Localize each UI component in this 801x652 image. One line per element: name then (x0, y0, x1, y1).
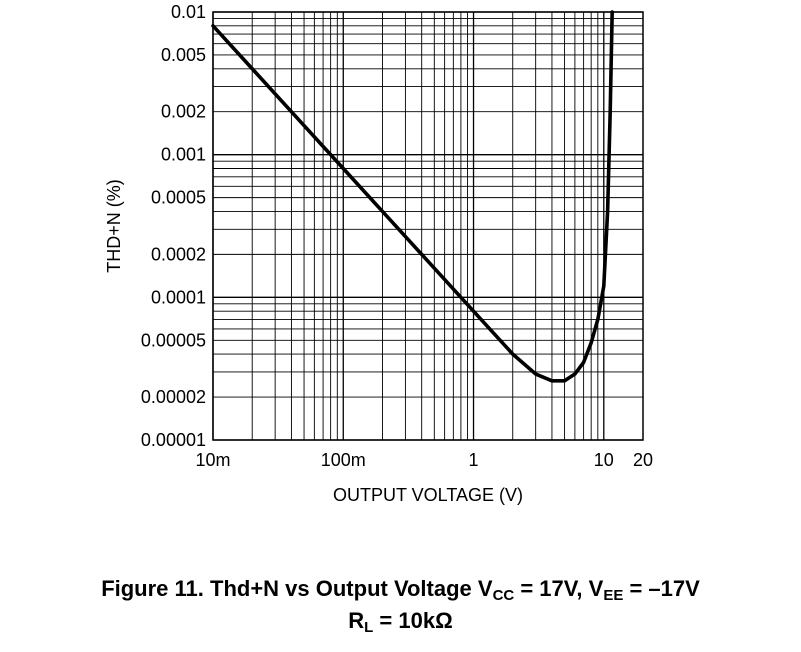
y-tick-label: 0.00005 (141, 330, 206, 350)
y-tick-label: 0.0005 (151, 188, 206, 208)
caption-line2-suffix: = 10kΩ (373, 608, 453, 633)
y-tick-label: 0.0001 (151, 287, 206, 307)
y-tick-label: 0.0002 (151, 244, 206, 264)
caption-line1-prefix: Figure 11. Thd+N vs Output Voltage V (101, 576, 493, 601)
figure-caption-line2: RL = 10kΩ (0, 608, 801, 636)
figure-caption-line1: Figure 11. Thd+N vs Output Voltage VCC =… (0, 576, 801, 604)
thdn-vs-output-voltage-chart: 10m 100m 1 10 20 0.010.0050.0020.0010.00050.… (104, 2, 653, 505)
series-line (211, 10, 614, 383)
x-tick-labels: 10m 100m 1 10 20 (195, 450, 653, 470)
x-tick-label: 100m (321, 450, 366, 470)
caption-vee-subscript: EE (603, 587, 624, 604)
x-tick-label: 10 (594, 450, 614, 470)
x-axis-label: OUTPUT VOLTAGE (V) (333, 485, 523, 505)
x-tick-label: 20 (633, 450, 653, 470)
caption-line1-mid: = 17V, V (514, 576, 604, 601)
y-tick-label: 0.00002 (141, 387, 206, 407)
x-tick-label: 1 (469, 450, 479, 470)
y-tick-labels: 0.01 0.005 0.002 0.001 0.0005 0.0002 0.0001 0.0… (141, 2, 206, 450)
major-grid (212, 11, 643, 441)
y-tick-label: 0.01 (171, 2, 206, 22)
y-axis-label: THD+N (%) (104, 179, 124, 273)
caption-line1-suffix: = –17V (623, 576, 700, 601)
y-tick-label: 0.002 (161, 102, 206, 122)
caption-vcc-subscript: CC (492, 587, 515, 604)
x-tick-label: 10m (195, 450, 230, 470)
y-tick-label: 0.005 (161, 45, 206, 65)
caption-line2-prefix: R (348, 608, 365, 633)
y-tick-label: 0.001 (161, 145, 206, 165)
plot-frame (212, 11, 644, 441)
minor-grid (213, 12, 644, 440)
caption-rl-subscript: L (364, 619, 374, 636)
y-tick-label: 0.00001 (141, 430, 206, 450)
series-group (211, 10, 614, 383)
